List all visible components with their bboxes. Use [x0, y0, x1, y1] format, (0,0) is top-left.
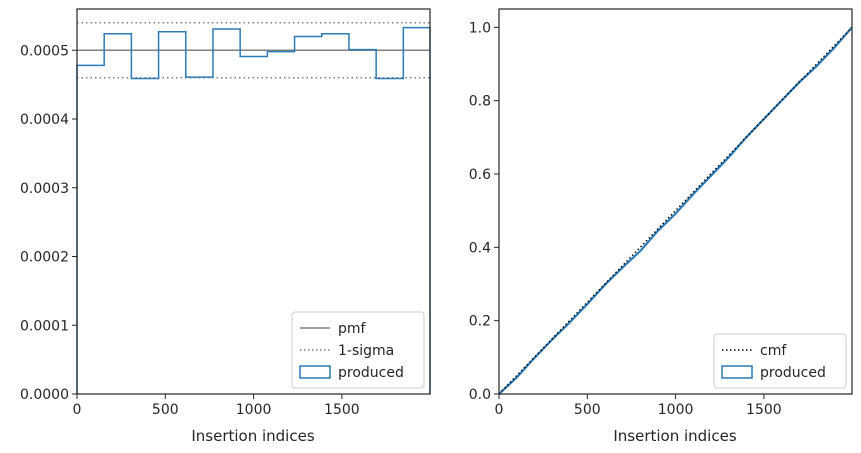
left-x-axis-label: Insertion indices: [191, 427, 314, 445]
right-y-tick-label: 0.8: [469, 94, 491, 110]
right-legend-box: [713, 333, 847, 389]
right-x-ticks: 0 500 1000 1500: [495, 394, 782, 418]
left-y-tick-label: 0.0002: [20, 250, 69, 266]
right-x-tick-label: 500: [574, 402, 601, 418]
left-y-tick-label: 0.0001: [20, 318, 69, 334]
left-y-tick-label: 0.0003: [20, 181, 69, 197]
left-legend-label-sigma: 1-sigma: [338, 343, 394, 359]
left-legend: pmf 1-sigma produced: [291, 311, 425, 389]
left-legend-label-pmf: pmf: [338, 321, 367, 337]
left-x-tick-label: 1000: [236, 402, 272, 418]
left-y-tick-label: 0.0004: [20, 112, 69, 128]
left-x-tick-label: 500: [152, 402, 179, 418]
left-legend-swatch-produced: [299, 365, 331, 379]
left-legend-label-produced: produced: [338, 365, 404, 381]
left-y-tick-label: 0.0005: [20, 43, 69, 59]
right-x-tick-label: 1500: [746, 402, 782, 418]
right-legend: cmf produced: [713, 333, 847, 389]
cmf-line: [498, 26, 853, 395]
right-legend-label-cmf: cmf: [760, 343, 787, 359]
right-x-tick-label: 1000: [658, 402, 694, 418]
left-y-tick-label: 0.0000: [20, 387, 69, 403]
right-y-tick-label: 0.2: [469, 314, 491, 330]
right-y-tick-label: 0.4: [469, 240, 491, 256]
cmf-panel: 0 500 1000 1500 0.0 0.2 0.4 0.6 0.8 1.0 Insertio…: [469, 8, 853, 445]
pmf-histogram-panel: 0 500 1000 1500 0.00000.00010.00020.00030.0…: [20, 8, 431, 445]
right-y-tick-label: 0.6: [469, 167, 491, 183]
left-x-tick-label: 0: [73, 402, 82, 418]
produced-step-histogram: [76, 26, 431, 394]
right-legend-label-produced: produced: [760, 365, 826, 381]
right-y-tick-label: 1.0: [469, 20, 491, 36]
right-x-axis-label: Insertion indices: [613, 427, 736, 445]
right-y-ticks: 0.0 0.2 0.4 0.6 0.8 1.0: [469, 20, 499, 403]
right-x-tick-label: 0: [495, 402, 504, 418]
left-x-tick-label: 1500: [324, 402, 360, 418]
left-x-ticks: 0 500 1000 1500: [73, 394, 360, 418]
left-series-layer: [76, 22, 431, 394]
left-y-ticks: 0.0000 0.0001 0.0002 0.0003 0.0004 0.0005: [20, 43, 77, 403]
right-legend-swatch-produced: [721, 365, 753, 379]
right-y-tick-label: 0.0: [469, 387, 491, 403]
left-legend-box: [291, 311, 425, 389]
right-series-layer: [498, 26, 853, 395]
